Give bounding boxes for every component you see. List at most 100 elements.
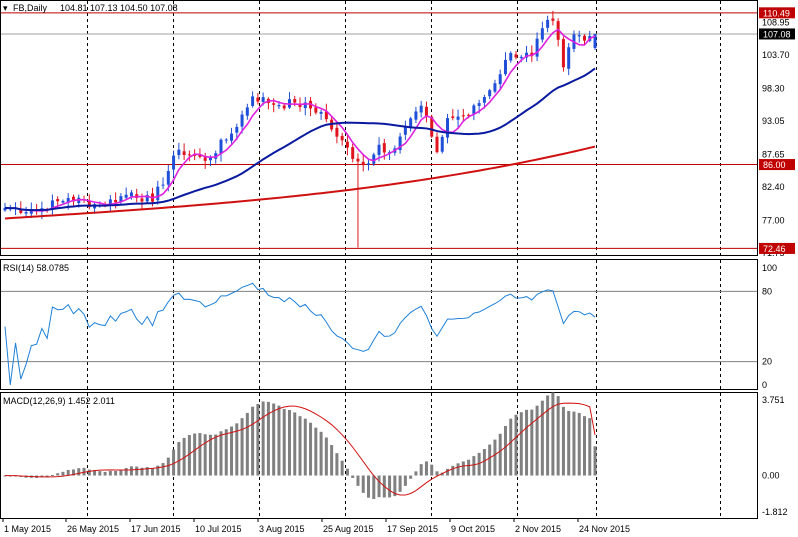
macd-histogram-bar [240, 418, 244, 476]
candle-body [3, 207, 7, 211]
macd-histogram-bar [50, 475, 54, 477]
macd-histogram-bar [377, 475, 381, 498]
candle-body [456, 116, 460, 120]
candle-body [50, 200, 54, 210]
macd-histogram-bar [409, 475, 413, 479]
macd-histogram-bar [245, 412, 249, 476]
price-tick-label: 103.70 [762, 50, 790, 60]
rsi-layer [1, 282, 757, 386]
macd-histogram-bar [530, 409, 534, 476]
macd-histogram-bar [193, 433, 197, 476]
macd-histogram-bar [456, 463, 460, 476]
date-tick-label: 25 Aug 2015 [323, 524, 374, 534]
macd-signal-line [4, 402, 596, 496]
candle-body [240, 114, 244, 127]
date-tick-label: 24 Nov 2015 [579, 524, 630, 534]
candle-body [525, 52, 529, 58]
candle-body [577, 35, 581, 37]
macd-histogram-bar [367, 475, 371, 498]
macd-histogram-bar [293, 412, 297, 476]
macd-histogram-bar [298, 416, 302, 476]
macd-histogram-bar [277, 405, 281, 476]
price-level-tag-label: 86.00 [763, 160, 786, 170]
price-tick-label: 82.40 [762, 182, 785, 192]
candle-body [251, 96, 255, 106]
candle-body [145, 195, 149, 202]
macd-histogram-bar [430, 464, 434, 476]
price-level-tag-label: 110.49 [763, 8, 790, 18]
candle-body [377, 144, 381, 155]
macd-histogram-bar [208, 434, 212, 476]
candle-body [345, 141, 349, 148]
candle-body [461, 115, 465, 117]
price-level-tag [759, 159, 795, 171]
last-price-tag-label: 107.08 [763, 29, 791, 39]
candle-body [503, 59, 507, 75]
candle-body [567, 47, 571, 69]
price-levels-layer [1, 12, 757, 249]
rsi-line [4, 282, 596, 386]
macd-histogram-bar [61, 471, 65, 476]
symbol-dropdown-icon[interactable]: ▾ [3, 3, 8, 13]
candle-body [561, 39, 565, 68]
candle-body [177, 149, 181, 156]
macd-histogram-bar [540, 400, 544, 476]
macd-histogram-bar [345, 468, 349, 476]
macd-histogram-bar [351, 475, 355, 478]
macd-histogram-bar [319, 431, 323, 476]
macd-histogram-bar [477, 452, 481, 476]
macd-histogram-bar [187, 435, 191, 476]
macd-histogram-bar [161, 463, 165, 476]
macd-histogram-bar [393, 475, 397, 497]
macd-histogram-bar [103, 471, 107, 476]
macd-histogram-bar [546, 395, 550, 476]
price-level-tag [759, 242, 795, 254]
candle-body [245, 107, 249, 116]
macd-histogram-bar [230, 426, 234, 476]
rsi-tick-label: 100 [762, 263, 777, 273]
macd-histogram-bar [124, 467, 128, 476]
candle-body [230, 133, 234, 141]
macd-histogram-bar [108, 470, 112, 476]
candle-body [66, 198, 70, 203]
macd-histogram-bar [493, 439, 497, 476]
date-tick-label: 9 Oct 2015 [451, 524, 495, 534]
macd-histogram-bar [98, 471, 102, 476]
price-tick-label: 77.00 [762, 215, 785, 225]
price-level-tag [759, 7, 795, 19]
candle-body [493, 83, 497, 92]
candle-body [219, 139, 223, 154]
macd-histogram-bar [224, 429, 228, 476]
candle-body [477, 103, 481, 106]
macd-histogram-bar [525, 409, 529, 476]
macd-histogram-bar [282, 409, 286, 476]
candle-body [166, 171, 170, 185]
candle-body [261, 97, 265, 102]
candle-body [540, 28, 544, 40]
macd-histogram-bar [435, 471, 439, 476]
macd-histogram-bar [156, 465, 160, 476]
last-price-tag [759, 28, 795, 40]
macd-histogram-bar [461, 461, 465, 476]
ohlc-readout: 104.81 107.13 104.50 107.08 [60, 3, 178, 13]
macd-histogram-bar [71, 469, 75, 476]
candle-body [24, 212, 28, 214]
macd-histogram-bar [503, 425, 507, 476]
macd-histogram-bar [403, 475, 407, 486]
candle-body [19, 209, 23, 213]
macd-histogram-bar [135, 466, 139, 476]
candle-body [372, 154, 376, 164]
date-tick-label: 3 Aug 2015 [259, 524, 305, 534]
candle-body [208, 157, 212, 161]
candle-body [182, 151, 186, 155]
macd-histogram-bar [414, 471, 418, 476]
macd-histogram-bar [446, 468, 450, 476]
macd-histogram-bar [356, 475, 360, 486]
macd-histogram-bar [66, 469, 70, 476]
macd-histogram-bar [287, 410, 291, 476]
macd-histogram-bar [424, 461, 428, 476]
symbol-title: FB,Daily [13, 3, 48, 13]
candle-body [472, 105, 476, 115]
candle-body [156, 186, 160, 201]
candle-body [272, 103, 276, 105]
